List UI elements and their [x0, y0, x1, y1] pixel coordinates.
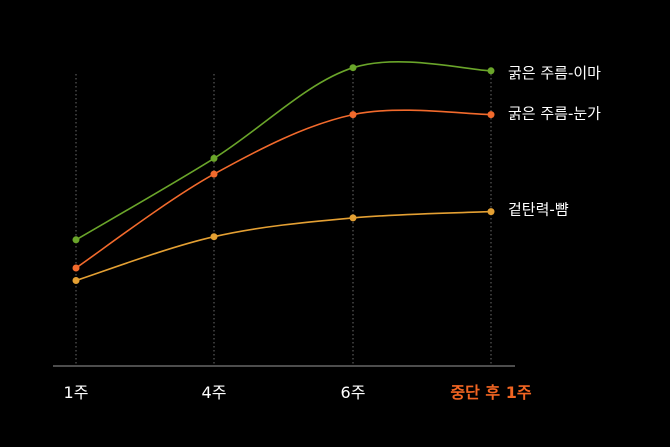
data-point-1-3: [487, 111, 495, 119]
data-point-1-0: [72, 264, 80, 272]
series-points: [72, 64, 495, 284]
series-line-0: [75, 61, 492, 241]
x-tick-label-0: 1주: [64, 383, 89, 402]
series-label-1: 굵은 주름-눈가: [508, 105, 601, 123]
data-point-0-3: [487, 67, 495, 75]
series-line-1: [75, 109, 492, 269]
data-point-0-2: [349, 64, 357, 72]
data-point-0-1: [210, 154, 218, 162]
data-point-1-1: [210, 170, 218, 178]
data-point-2-2: [349, 214, 357, 222]
gridlines: [75, 74, 492, 366]
data-point-2-3: [487, 208, 495, 216]
series-line-2: [75, 210, 492, 282]
data-point-2-1: [210, 233, 218, 241]
data-point-1-2: [349, 111, 357, 119]
x-tick-label-1: 4주: [202, 383, 227, 402]
data-point-2-0: [72, 277, 80, 284]
x-tick-labels: 1주 4주 6주 중단 후 1주: [64, 383, 532, 402]
series-label-0: 굵은 주름-이마: [508, 64, 601, 82]
x-tick-label-2: 6주: [341, 383, 366, 402]
series-label-2: 겉탄력-뺨: [508, 201, 569, 219]
data-point-0-0: [72, 236, 80, 244]
x-tick-label-3: 중단 후 1주: [450, 383, 531, 402]
series-lines: [75, 61, 492, 282]
